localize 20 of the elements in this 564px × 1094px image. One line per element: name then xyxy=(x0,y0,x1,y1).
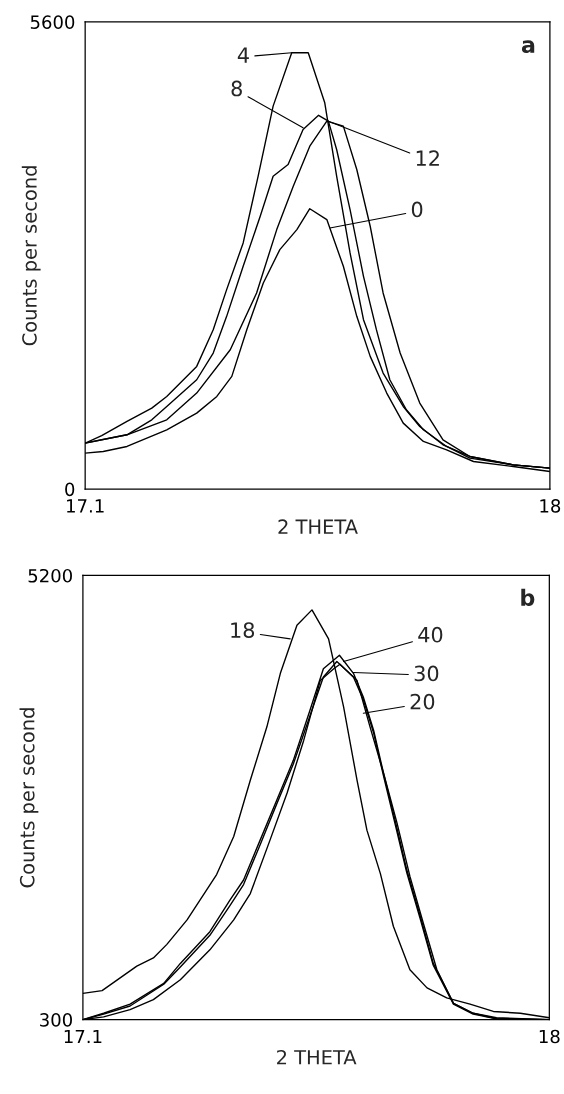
annotation: 30 xyxy=(414,665,439,682)
chart-title: b xyxy=(521,588,535,606)
y-axis-title: Counts per second xyxy=(19,708,39,888)
annotation: 8 xyxy=(231,80,242,97)
annotation: 40 xyxy=(418,626,443,643)
y-axis-title: Counts per second xyxy=(21,166,41,346)
x-tick-label: 17.1 xyxy=(67,499,104,513)
x-axis-title: 2 THETA xyxy=(278,519,358,534)
x-tick-label: 17.1 xyxy=(64,1029,102,1044)
annotation: 18 xyxy=(231,622,255,638)
y-tick-label: 300 xyxy=(40,1013,72,1027)
annotation: 0 xyxy=(411,201,423,218)
annotation: 20 xyxy=(410,693,435,710)
y-tick-label: 5600 xyxy=(30,15,75,29)
y-tick-label: 0 xyxy=(65,482,75,497)
annotation: 4 xyxy=(237,47,249,63)
annotation: 12 xyxy=(416,150,439,166)
y-tick-label: 5200 xyxy=(28,568,72,583)
x-axis-title: 2 THETA xyxy=(277,1049,357,1065)
text: a xyxy=(521,40,535,54)
